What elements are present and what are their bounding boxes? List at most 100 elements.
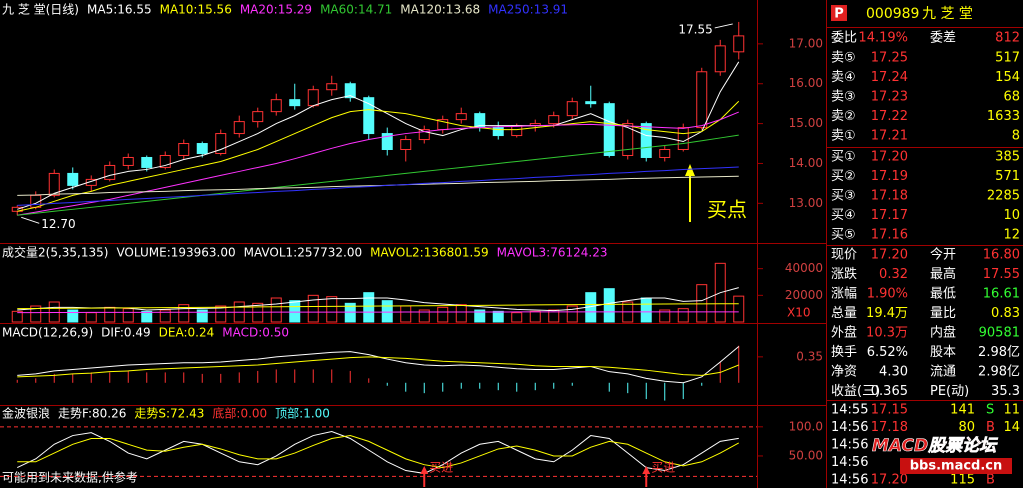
candle-body	[122, 156, 134, 166]
volume-bar	[400, 305, 412, 323]
low-label: 12.70	[41, 217, 75, 231]
quote-text: 19.4万	[866, 306, 908, 321]
quote-text: 14	[1003, 420, 1020, 435]
quote-text: 17.20	[871, 150, 908, 165]
volume-bar	[603, 288, 615, 323]
legend-label: MAVOL3:76124.23	[497, 246, 608, 260]
quote-text: 内盘	[930, 325, 956, 341]
candle-body	[159, 154, 171, 168]
series-line	[17, 111, 739, 216]
volume-bar	[178, 304, 190, 323]
y-tick-label: 15.00	[789, 116, 823, 130]
volume-bar	[363, 292, 375, 323]
quote-text: 10	[1003, 208, 1020, 223]
volume-bar	[437, 306, 449, 323]
quote-text: 2.98亿	[978, 345, 1020, 360]
quote-text: 17.20	[871, 248, 908, 263]
quote-text: 总量	[831, 306, 857, 321]
quote-text: 0.83	[991, 306, 1020, 321]
quote-text: 2285	[987, 189, 1020, 204]
watermark-title: MACD股票论坛	[872, 436, 998, 456]
legend-label: MA20:15.29	[240, 3, 312, 17]
quote-text: 1.90%	[867, 287, 908, 302]
y-tick-label: 0.35	[796, 349, 823, 363]
quote-text: 17.22	[871, 109, 908, 124]
y-tick-label: 13.00	[789, 196, 823, 210]
candle-body	[289, 99, 301, 107]
y-tick-label: 20000	[785, 288, 823, 302]
volume-bar	[289, 300, 301, 323]
quote-text: 买④	[831, 208, 856, 223]
quote-text: 154	[995, 70, 1020, 85]
quote-text: 16.61	[983, 287, 1020, 302]
y-tick-label: 17.00	[789, 36, 823, 50]
quote-text: 17.18	[871, 420, 908, 435]
volume-bar	[11, 310, 23, 323]
quote-text: 6.52%	[867, 345, 908, 360]
volume-bar	[474, 309, 486, 323]
quote-text: 812	[995, 31, 1020, 46]
legend-label: MA250:13.91	[488, 3, 568, 17]
volume-bar	[529, 310, 541, 323]
quote-text: 卖④	[831, 70, 856, 85]
candle-body	[67, 172, 79, 186]
y-tick-label: 40000	[785, 261, 823, 275]
candle-body	[178, 143, 190, 156]
legend-label: 走势F:80.26	[58, 407, 126, 421]
volume-bar	[492, 310, 504, 323]
volume-bar	[344, 302, 356, 323]
quote-text: 涨跌	[831, 266, 857, 282]
legend-label: MACD:0.50	[222, 326, 289, 340]
quote-text: 14:55	[831, 403, 868, 418]
quote-text: 11	[1003, 403, 1020, 418]
quote-text: 量比	[930, 306, 956, 321]
quote-text: 0.365	[871, 384, 908, 399]
signal-arrowhead	[420, 466, 429, 474]
candle-body	[677, 127, 689, 151]
quote-text: 517	[995, 51, 1020, 66]
footnote: 可能用到未来数据,供参考	[2, 470, 138, 485]
candle-body	[270, 99, 282, 113]
quote-text: B	[986, 420, 995, 435]
candle-body	[215, 133, 227, 154]
volume-bar	[381, 300, 393, 323]
quote-text: 16.80	[983, 248, 1020, 263]
watermark-url: bbs.macd.cn	[910, 459, 1003, 474]
candle-body	[307, 89, 319, 107]
quote-text: 14:56	[831, 473, 868, 488]
high-pointer	[714, 23, 733, 29]
quote-text: 17.19	[871, 169, 908, 184]
volume-bar	[104, 306, 116, 323]
candle-body	[566, 101, 578, 117]
candle-body	[233, 121, 245, 135]
volume-bar	[307, 294, 319, 323]
legend-label: VOLUME:193963.00	[116, 246, 235, 260]
quote-text: 141	[950, 403, 975, 418]
volume-bar	[48, 301, 60, 323]
quote-text: 17.18	[871, 189, 908, 204]
volume-bar	[418, 309, 430, 323]
stock-name: 九 芝 堂	[922, 6, 973, 22]
quote-text: 17.23	[871, 90, 908, 105]
candle-body	[696, 71, 708, 129]
quote-text: 14.19%	[858, 31, 908, 46]
volume-bar	[455, 304, 467, 323]
volume-bar	[548, 309, 560, 323]
quote-text: 17.21	[871, 129, 908, 144]
watermark-box	[900, 458, 1012, 474]
volume-bar	[270, 297, 282, 323]
quote-text: 17.25	[871, 51, 908, 66]
series-line	[17, 303, 739, 310]
volume-bar	[326, 296, 338, 323]
quote-text: 卖⑤	[831, 51, 856, 66]
badge: P	[834, 7, 844, 22]
candle-body	[252, 111, 264, 123]
candle-body	[548, 115, 560, 125]
quote-text: 股本	[930, 345, 956, 360]
candle-body	[344, 83, 356, 99]
quote-text: 4.30	[879, 365, 908, 380]
legend-label: MA5:16.55	[87, 3, 152, 17]
quote-text: 17.55	[983, 267, 1020, 282]
